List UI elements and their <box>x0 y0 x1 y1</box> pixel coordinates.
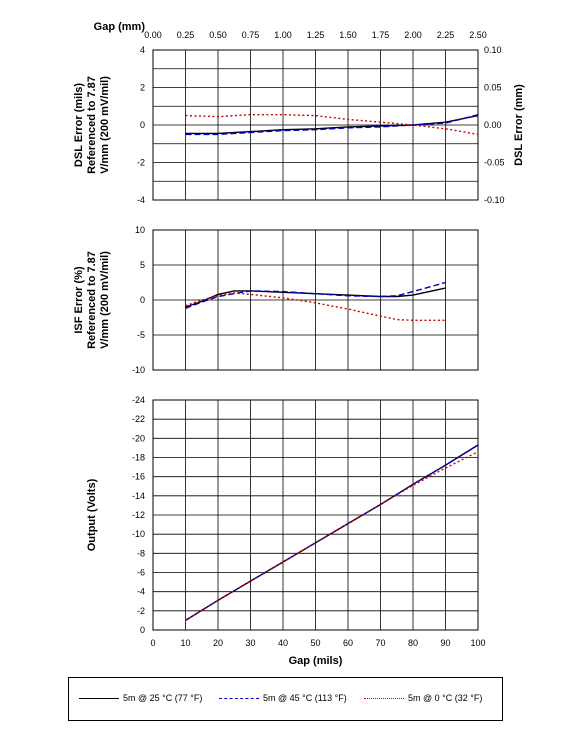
y-tick-label-0-0: 4 <box>140 45 145 55</box>
series-line-2-2 <box>185 451 479 621</box>
y-tick-label-2-2: -20 <box>132 433 145 443</box>
y-tick-label-2-1: -22 <box>132 414 145 424</box>
x2-axis-title: Gap (mm) <box>94 21 146 33</box>
y-tick-label-2-7: -10 <box>132 529 145 539</box>
x-tick-label-10: 100 <box>470 638 485 648</box>
y-axis-title-0-line-1: Referenced to 7.87 <box>86 76 98 174</box>
legend-swatch-0c <box>364 697 404 699</box>
x2-tick-label-5: 1.25 <box>307 30 325 40</box>
series-line-2-1 <box>185 444 479 621</box>
x2-tick-label-2: 0.50 <box>209 30 227 40</box>
y2-tick-label-4: -0.10 <box>484 195 505 205</box>
y-tick-label-2-5: -14 <box>132 491 145 501</box>
y2-tick-label-3: -0.05 <box>484 158 505 168</box>
legend-label-45c: 5m @ 45 °C (113 °F) <box>263 693 347 703</box>
y-tick-label-2-0: -24 <box>132 395 145 405</box>
y-tick-label-2-3: -18 <box>132 453 145 463</box>
y-tick-label-0-1: 2 <box>140 83 145 93</box>
x-tick-label-9: 90 <box>440 638 450 648</box>
y-tick-label-2-6: -12 <box>132 510 145 520</box>
y-tick-label-0-3: -2 <box>137 158 145 168</box>
legend-label-0c: 5m @ 0 °C (32 °F) <box>408 693 483 703</box>
x-tick-label-0: 0 <box>150 638 155 648</box>
x-tick-label-1: 10 <box>180 638 190 648</box>
y-tick-label-1-1: 5 <box>140 260 145 270</box>
x2-tick-label-4: 1.00 <box>274 30 292 40</box>
series-line-0-1 <box>185 114 479 136</box>
series-line-1-1 <box>185 281 446 310</box>
x-tick-label-7: 70 <box>375 638 385 648</box>
x2-tick-label-6: 1.50 <box>339 30 357 40</box>
y-axis-title-2-line-0: Output (Volts) <box>86 478 98 551</box>
y-tick-label-2-12: 0 <box>140 625 145 635</box>
series-line-1-0 <box>185 287 446 308</box>
x2-tick-label-0: 0.00 <box>144 30 162 40</box>
y-tick-label-1-3: -5 <box>137 330 145 340</box>
y2-tick-label-2: 0.00 <box>484 120 502 130</box>
y-tick-label-2-10: -4 <box>137 587 145 597</box>
x-tick-label-5: 50 <box>310 638 320 648</box>
plot-frame-1 <box>152 229 479 371</box>
plot-frame-0 <box>152 49 479 201</box>
y-tick-label-2-9: -6 <box>137 568 145 578</box>
y-tick-label-2-8: -8 <box>137 548 145 558</box>
legend-item-0c: 5m @ 0 °C (32 °F) <box>364 693 482 703</box>
y-tick-label-1-4: -10 <box>132 365 145 375</box>
legend-swatch-25c <box>79 697 119 699</box>
y-axis-title-1-line-0: ISF Error (%) <box>73 266 85 334</box>
x-tick-label-4: 40 <box>278 638 288 648</box>
y-tick-label-2-4: -16 <box>132 472 145 482</box>
y-axis-title-0-line-2: V/mm (200 mV/mil) <box>99 76 111 174</box>
y-tick-label-0-4: -4 <box>137 195 145 205</box>
legend-label-25c: 5m @ 25 °C (77 °F) <box>123 693 203 703</box>
y-tick-label-0-2: 0 <box>140 120 145 130</box>
y-axis-title-0-line-0: DSL Error (mils) <box>73 83 85 167</box>
legend-swatch-45c <box>219 697 259 699</box>
x-tick-label-6: 60 <box>343 638 353 648</box>
legend: 5m @ 25 °C (77 °F) 5m @ 45 °C (113 °F) 5… <box>68 677 503 721</box>
legend-item-25c: 5m @ 25 °C (77 °F) <box>79 693 202 703</box>
y-axis-title-1-line-1: Referenced to 7.87 <box>86 251 98 349</box>
x2-tick-label-10: 2.50 <box>469 30 487 40</box>
y2-tick-label-1: 0.05 <box>484 83 502 93</box>
x2-tick-label-3: 0.75 <box>242 30 260 40</box>
y-tick-label-1-2: 0 <box>140 295 145 305</box>
y-tick-label-1-0: 10 <box>135 225 145 235</box>
x2-tick-label-1: 0.25 <box>177 30 195 40</box>
y2-tick-label-0: 0.10 <box>484 45 502 55</box>
series-line-0-2 <box>185 113 479 136</box>
x-tick-label-3: 30 <box>245 638 255 648</box>
x2-tick-label-8: 2.00 <box>404 30 422 40</box>
y-tick-label-2-11: -2 <box>137 606 145 616</box>
x-axis-title: Gap (mils) <box>289 655 343 667</box>
y-axis-title-1-line-2: V/mm (200 mV/mil) <box>99 251 111 349</box>
x-tick-label-8: 80 <box>408 638 418 648</box>
x2-tick-label-9: 2.25 <box>437 30 455 40</box>
x2-tick-label-7: 1.75 <box>372 30 390 40</box>
y2-axis-title: DSL Error (mm) <box>513 84 525 166</box>
legend-item-45c: 5m @ 45 °C (113 °F) <box>219 693 347 703</box>
plot-frame-2 <box>152 399 479 631</box>
x-tick-label-2: 20 <box>213 638 223 648</box>
series-line-0-0 <box>185 114 479 135</box>
